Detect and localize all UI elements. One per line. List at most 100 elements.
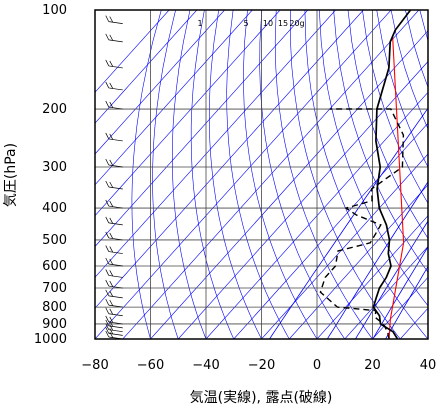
- isotherm-line: [150, 30, 428, 339]
- wind-barb-flag: [109, 181, 114, 188]
- wind-barb: [105, 315, 123, 325]
- mixing-ratio-label: 20g: [289, 19, 304, 28]
- x-axis-title: 気温(実線), 露点(破線): [190, 390, 333, 406]
- wind-barb-staff: [108, 21, 123, 24]
- wind-barb-staff: [108, 325, 123, 329]
- plot-frame: [94, 9, 429, 340]
- series-lines: [319, 10, 412, 339]
- wind-barb: [105, 307, 123, 317]
- wind-barb-flag: [109, 133, 114, 140]
- wind-barb-flag: [105, 199, 110, 207]
- wind-barb: [105, 269, 123, 278]
- wind-barb-staff: [108, 251, 123, 254]
- y-tick-label: 500: [42, 233, 67, 248]
- wind-barb: [105, 323, 123, 333]
- x-tick-label: 20: [364, 358, 381, 373]
- x-tick-label: −80: [81, 358, 108, 373]
- wind-barb-staff: [108, 39, 123, 43]
- wind-barb-flag: [109, 320, 114, 327]
- wind-barb-staff: [108, 285, 123, 289]
- wind-barb-staff: [108, 313, 123, 317]
- isotherm-line: [427, 338, 428, 339]
- dry-adiabat-line: [131, 10, 162, 339]
- isotherm-line: [95, 10, 225, 155]
- wind-barb: [105, 180, 123, 190]
- wind-barb: [105, 216, 123, 226]
- wind-barb-flag: [105, 307, 110, 314]
- wind-barb-staff: [108, 87, 123, 91]
- wind-barb: [105, 199, 123, 209]
- wind-barb-flag: [109, 280, 114, 287]
- wind-barb-flag: [105, 298, 110, 306]
- y-axis-title: 気圧(hPa): [3, 143, 19, 207]
- wind-barb: [105, 33, 123, 43]
- dry-adiabat-line: [274, 10, 373, 339]
- dry-adiabat-line: [152, 10, 179, 339]
- wind-barb-flag: [109, 258, 114, 265]
- wind-barb-flag: [105, 330, 110, 338]
- wind-barb-flag: [109, 308, 114, 315]
- isotherm-line: [233, 122, 428, 339]
- wind-barb: [105, 132, 123, 142]
- wind-barb-flag: [109, 328, 114, 335]
- y-tick-label: 300: [42, 160, 67, 175]
- mixing-ratio-line: [355, 220, 428, 339]
- isotherm-line: [261, 153, 428, 339]
- isotherm-line: [205, 91, 428, 339]
- wind-barb-flag: [105, 327, 110, 334]
- wind-barb-flag: [105, 100, 110, 108]
- mixing-ratio-label: 15: [278, 19, 288, 28]
- wind-barb-flag: [109, 200, 114, 207]
- dry-adiabat-line: [376, 10, 428, 168]
- wind-barb: [105, 81, 123, 91]
- wind-barb-flag: [105, 132, 110, 140]
- wind-barb-flag: [109, 270, 114, 277]
- wind-barb-flag: [105, 216, 110, 224]
- mixing-ratio-line: [385, 265, 428, 339]
- mixing-ratio-label: 1: [197, 19, 202, 28]
- x-tick-label: −40: [192, 358, 219, 373]
- dry-adiabat-line: [208, 10, 262, 339]
- wind-barb: [105, 15, 123, 24]
- isotherm-line: [95, 10, 281, 217]
- dry-adiabat-line: [319, 10, 428, 307]
- y-tick-label: 800: [42, 300, 67, 315]
- wind-barb: [105, 289, 123, 299]
- wind-barb-flag: [105, 257, 110, 265]
- dry-adiabat-line: [226, 10, 290, 339]
- wind-barb-flag: [105, 315, 110, 323]
- y-tick-label: 100: [42, 3, 67, 18]
- isotherm-line: [95, 10, 253, 186]
- wind-barb-flag: [105, 279, 110, 287]
- dry-adiabat-line: [190, 10, 235, 339]
- wind-barb-flag: [105, 33, 110, 41]
- wind-barb: [105, 298, 123, 308]
- isotherm-line: [95, 10, 170, 93]
- dry-adiabat-line: [347, 10, 428, 239]
- wind-barb-staff: [108, 237, 123, 241]
- wind-barb-staff: [108, 304, 123, 308]
- y-tick-label: 900: [42, 317, 67, 332]
- isotherm-line: [344, 246, 428, 339]
- wind-barb-staff: [108, 263, 123, 267]
- wind-barb-flag: [109, 290, 114, 297]
- dry-adiabat-line: [333, 10, 428, 273]
- wind-barb: [105, 257, 123, 267]
- wind-barb: [105, 279, 123, 289]
- wind-barb-staff: [108, 222, 123, 226]
- wind-barb-staff: [108, 65, 123, 69]
- wind-barb-flag: [105, 245, 110, 252]
- temperature-line: [372, 10, 412, 339]
- wind-barb: [105, 231, 123, 241]
- wind-barb-staff: [108, 186, 123, 190]
- wind-barb-flag: [105, 15, 110, 22]
- reference-line: [388, 36, 405, 339]
- y-tick-label: 700: [42, 281, 67, 296]
- wind-barb-flag: [109, 217, 114, 224]
- dry-adiabat-line: [405, 10, 428, 89]
- wind-barb-flag: [105, 180, 110, 188]
- isotherm-line: [316, 215, 428, 339]
- wind-barb-flag: [109, 159, 114, 166]
